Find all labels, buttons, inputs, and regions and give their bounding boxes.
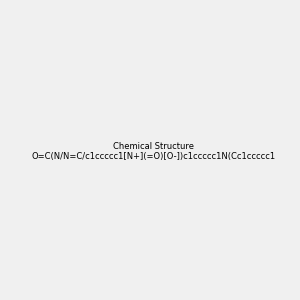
Text: Chemical Structure
O=C(N/N=C/c1ccccc1[N+](=O)[O-])c1ccccc1N(Cc1ccccc1: Chemical Structure O=C(N/N=C/c1ccccc1[N+… [32,142,276,161]
